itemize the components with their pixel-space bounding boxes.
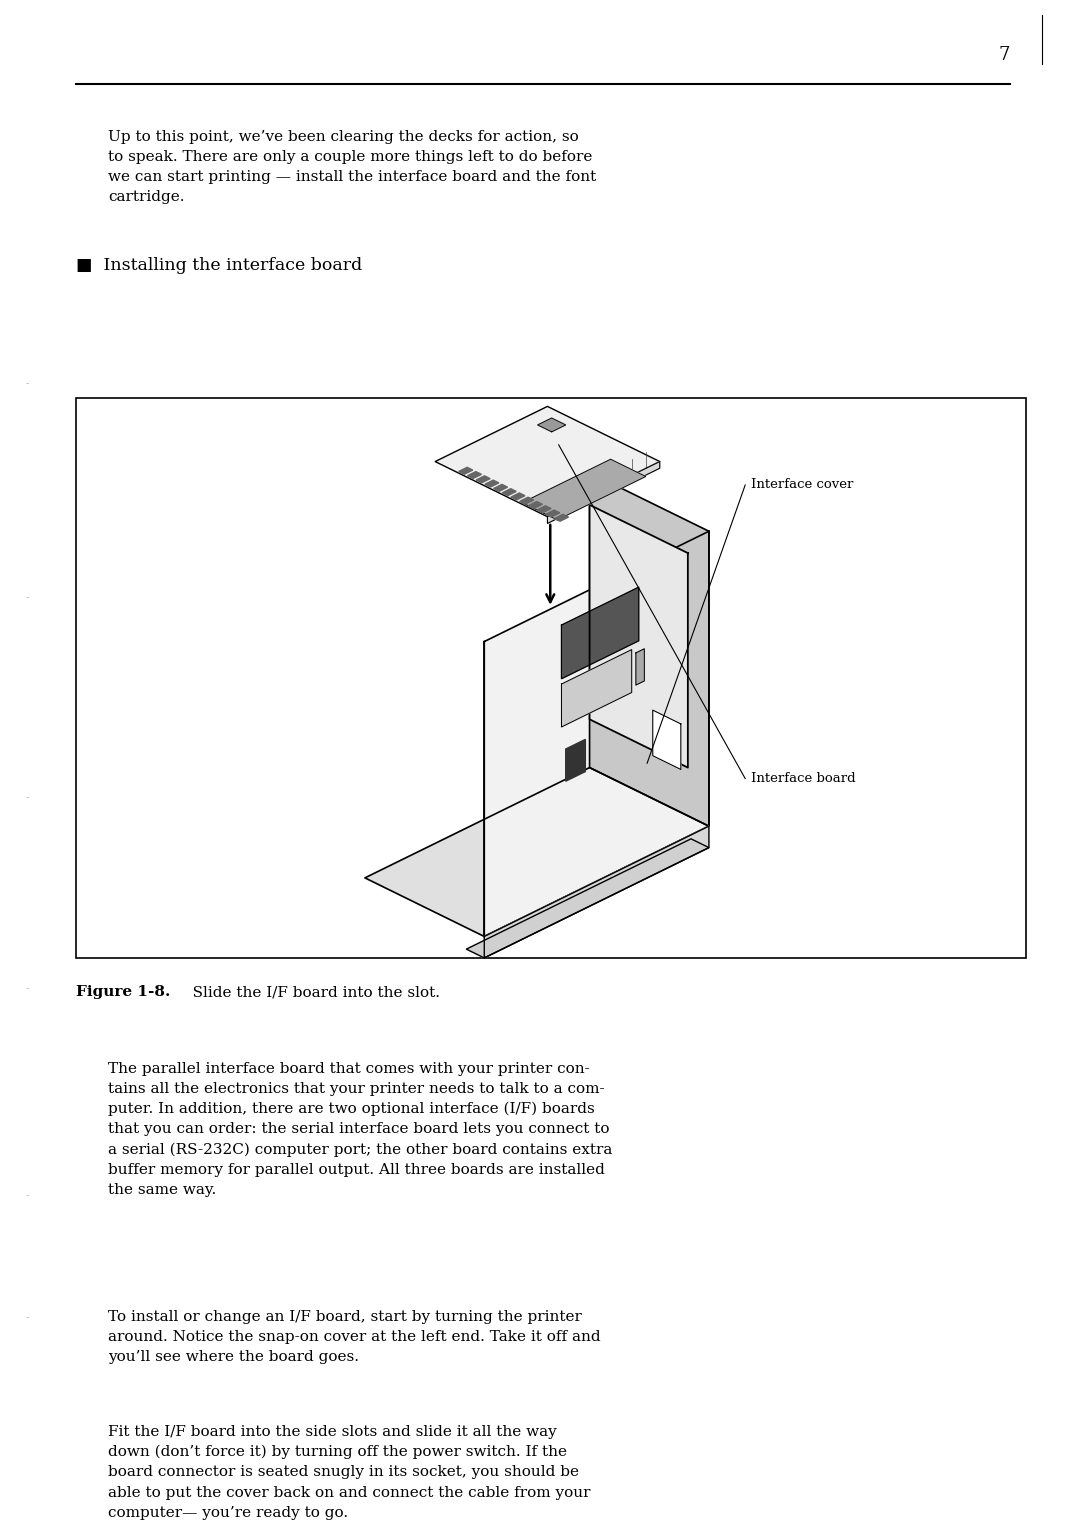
Polygon shape bbox=[562, 650, 632, 728]
Polygon shape bbox=[545, 510, 559, 516]
Polygon shape bbox=[537, 506, 551, 513]
Polygon shape bbox=[511, 493, 525, 499]
Text: Interface cover: Interface cover bbox=[751, 478, 853, 492]
Polygon shape bbox=[365, 768, 708, 936]
Polygon shape bbox=[459, 467, 473, 475]
Polygon shape bbox=[435, 406, 660, 516]
Text: -: - bbox=[25, 1313, 29, 1322]
Polygon shape bbox=[484, 826, 708, 958]
Text: 7: 7 bbox=[998, 46, 1010, 64]
Polygon shape bbox=[562, 587, 638, 679]
Polygon shape bbox=[566, 740, 585, 781]
Text: -: - bbox=[25, 1190, 29, 1200]
Text: Slide the I/F board into the slot.: Slide the I/F board into the slot. bbox=[178, 985, 441, 999]
Polygon shape bbox=[590, 473, 708, 826]
Text: To install or change an I/F board, start by turning the printer
around. Notice t: To install or change an I/F board, start… bbox=[108, 1310, 600, 1363]
Text: -: - bbox=[25, 593, 29, 602]
Polygon shape bbox=[467, 840, 708, 958]
Polygon shape bbox=[548, 461, 660, 524]
Polygon shape bbox=[554, 515, 568, 521]
Polygon shape bbox=[476, 476, 490, 483]
Polygon shape bbox=[523, 460, 646, 519]
Text: -: - bbox=[25, 792, 29, 801]
Text: -: - bbox=[25, 378, 29, 388]
Polygon shape bbox=[502, 489, 516, 495]
Polygon shape bbox=[494, 484, 508, 492]
Bar bbox=[76, 398, 1026, 958]
Polygon shape bbox=[484, 532, 708, 936]
Text: Fit the I/F board into the side slots and slide it all the way
down (don’t force: Fit the I/F board into the side slots an… bbox=[108, 1425, 591, 1520]
Polygon shape bbox=[590, 506, 688, 768]
Text: Interface board: Interface board bbox=[751, 772, 855, 784]
Polygon shape bbox=[636, 648, 645, 685]
Polygon shape bbox=[485, 480, 499, 487]
Polygon shape bbox=[468, 472, 482, 478]
Polygon shape bbox=[652, 711, 680, 769]
Text: The parallel interface board that comes with your printer con-
tains all the ele: The parallel interface board that comes … bbox=[108, 1062, 612, 1196]
Polygon shape bbox=[528, 501, 542, 509]
Text: -: - bbox=[25, 984, 29, 993]
Text: Up to this point, we’ve been clearing the decks for action, so
to speak. There a: Up to this point, we’ve been clearing th… bbox=[108, 130, 596, 204]
Text: ■  Installing the interface board: ■ Installing the interface board bbox=[76, 257, 362, 274]
Text: Figure 1-8.: Figure 1-8. bbox=[76, 985, 170, 999]
Polygon shape bbox=[519, 498, 534, 504]
Polygon shape bbox=[538, 418, 566, 432]
